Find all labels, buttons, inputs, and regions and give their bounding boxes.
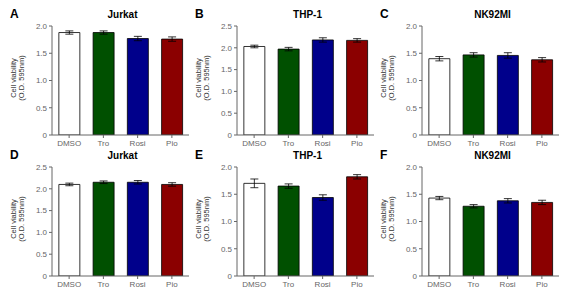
svg-text:0: 0	[413, 272, 418, 281]
svg-text:Cell viability(O.D. 595nm): Cell viability(O.D. 595nm)	[194, 196, 211, 242]
svg-text:1.5: 1.5	[406, 49, 418, 58]
svg-text:1.5: 1.5	[406, 190, 418, 199]
svg-text:1.0: 1.0	[36, 76, 48, 85]
svg-text:DMSO: DMSO	[242, 139, 266, 148]
svg-text:0: 0	[228, 131, 233, 140]
svg-text:0.5: 0.5	[36, 250, 48, 259]
svg-text:Pio: Pio	[536, 139, 548, 148]
svg-text:2.0: 2.0	[221, 44, 233, 53]
svg-text:DMSO: DMSO	[57, 139, 81, 148]
html-text:THP-1: THP-1	[293, 9, 322, 20]
svg-text:0: 0	[413, 131, 418, 140]
html-text:Jurkat: Jurkat	[107, 9, 138, 20]
svg-text:0.5: 0.5	[406, 104, 418, 113]
svg-text:1.0: 1.0	[406, 76, 418, 85]
svg-text:Tro: Tro	[468, 139, 480, 148]
svg-text:Pio: Pio	[351, 139, 363, 148]
svg-text:DMSO: DMSO	[242, 280, 266, 289]
svg-text:Pio: Pio	[166, 139, 178, 148]
svg-text:Pio: Pio	[351, 280, 363, 289]
html-text:B: B	[195, 7, 204, 21]
html-text:E: E	[195, 148, 203, 162]
svg-text:Cell viability(O.D. 595nm): Cell viability(O.D. 595nm)	[379, 55, 396, 101]
svg-text:Tro: Tro	[468, 280, 480, 289]
html-text:A: A	[10, 7, 19, 21]
svg-text:DMSO: DMSO	[427, 280, 451, 289]
svg-text:2.0: 2.0	[406, 22, 418, 31]
svg-text:0: 0	[228, 272, 233, 281]
html-text:NK92MI: NK92MI	[474, 9, 511, 20]
svg-text:1.0: 1.0	[221, 217, 233, 226]
svg-text:Tro: Tro	[283, 280, 295, 289]
svg-text:Tro: Tro	[98, 139, 110, 148]
svg-text:2.0: 2.0	[221, 163, 233, 172]
svg-text:Cell viability(O.D. 595nm): Cell viability(O.D. 595nm)	[9, 196, 26, 242]
svg-text:1.5: 1.5	[36, 206, 48, 215]
svg-text:1.0: 1.0	[36, 228, 48, 237]
svg-text:1.0: 1.0	[406, 217, 418, 226]
svg-text:DMSO: DMSO	[57, 280, 81, 289]
svg-text:1.5: 1.5	[36, 49, 48, 58]
html-text:C: C	[380, 7, 389, 21]
svg-text:Cell viability(O.D. 595nm): Cell viability(O.D. 595nm)	[379, 196, 396, 242]
html-text:D: D	[10, 148, 19, 162]
svg-text:Rosi: Rosi	[315, 280, 331, 289]
svg-text:Tro: Tro	[283, 139, 295, 148]
svg-text:Rosi: Rosi	[500, 139, 516, 148]
svg-text:1.0: 1.0	[221, 87, 233, 96]
svg-text:Rosi: Rosi	[500, 280, 516, 289]
svg-text:Tro: Tro	[98, 280, 110, 289]
svg-text:2.5: 2.5	[36, 163, 48, 172]
svg-text:2.0: 2.0	[406, 163, 418, 172]
svg-text:0.5: 0.5	[36, 104, 48, 113]
svg-text:0.5: 0.5	[221, 245, 233, 254]
svg-text:0.5: 0.5	[221, 109, 233, 118]
svg-text:0: 0	[43, 272, 48, 281]
svg-text:DMSO: DMSO	[427, 139, 451, 148]
svg-text:Rosi: Rosi	[130, 280, 146, 289]
svg-text:2.5: 2.5	[221, 22, 233, 31]
svg-text:Pio: Pio	[536, 280, 548, 289]
svg-text:2.0: 2.0	[36, 22, 48, 31]
svg-text:Rosi: Rosi	[315, 139, 331, 148]
svg-text:Pio: Pio	[166, 280, 178, 289]
html-text:NK92MI: NK92MI	[474, 150, 511, 161]
html-text:THP-1: THP-1	[293, 150, 322, 161]
svg-text:0.5: 0.5	[406, 245, 418, 254]
html-text:Jurkat: Jurkat	[107, 150, 138, 161]
svg-text:Cell viability(O.D. 595nm): Cell viability(O.D. 595nm)	[9, 55, 26, 101]
html-text:F: F	[380, 148, 388, 162]
svg-text:1.5: 1.5	[221, 65, 233, 74]
svg-text:1.5: 1.5	[221, 190, 233, 199]
svg-text:Cell viability(O.D. 595nm): Cell viability(O.D. 595nm)	[194, 55, 211, 101]
svg-text:Rosi: Rosi	[130, 139, 146, 148]
svg-text:2.0: 2.0	[36, 185, 48, 194]
svg-text:0: 0	[43, 131, 48, 140]
